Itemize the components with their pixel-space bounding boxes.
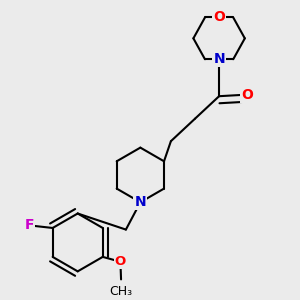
Text: F: F bbox=[25, 218, 34, 233]
Text: N: N bbox=[213, 52, 225, 66]
Text: O: O bbox=[213, 11, 225, 25]
Text: CH₃: CH₃ bbox=[110, 285, 133, 298]
Text: O: O bbox=[242, 88, 253, 102]
Text: O: O bbox=[115, 255, 126, 268]
Text: N: N bbox=[134, 195, 146, 209]
